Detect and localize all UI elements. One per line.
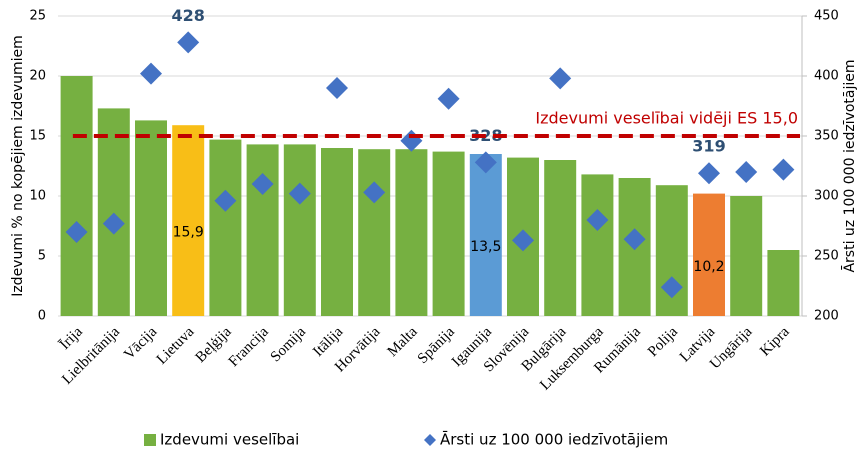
diamond-marker — [65, 221, 88, 243]
y-tick-label: 20 — [29, 69, 46, 84]
marker-value-label: 319 — [692, 137, 725, 156]
bar — [432, 151, 465, 316]
bar — [767, 250, 800, 316]
bar — [283, 144, 316, 316]
diamond-marker — [177, 31, 200, 54]
y2-tick-label: 250 — [814, 249, 839, 264]
y2-tick-label: 400 — [814, 69, 839, 84]
y-tick-label: 10 — [29, 189, 46, 204]
y2-tick-label: 300 — [814, 189, 839, 204]
legend-label: Ārsti uz 100 000 iedzīvotājiem — [440, 431, 668, 449]
diamond-marker — [660, 276, 683, 299]
bar — [97, 108, 130, 317]
x-tick-label: Francija — [226, 324, 272, 370]
x-tick-label: Ungārija — [707, 324, 756, 373]
diamond-marker — [363, 181, 386, 204]
marker-value-label: 428 — [171, 6, 204, 25]
y-tick-label: 5 — [38, 249, 46, 264]
legend-marker — [144, 434, 156, 446]
x-tick-label: Somija — [268, 324, 310, 366]
x-tick-label: Kipra — [757, 324, 793, 360]
bar — [172, 125, 205, 316]
diamond-marker — [549, 67, 572, 90]
diamond-marker — [586, 209, 609, 231]
legend-label: Izdevumi veselībai — [160, 431, 299, 449]
y-axis-label: Izdevumi % no kopējiem izdevumiem — [10, 35, 26, 297]
diamond-marker — [623, 228, 646, 251]
y2-axis-label: Ārsti uz 100 000 iedzīvotājiem — [841, 59, 858, 272]
diamond-marker — [474, 151, 497, 174]
y-tick-label: 15 — [29, 129, 46, 144]
y-tick-label: 25 — [29, 9, 46, 24]
diamond-marker — [437, 87, 460, 110]
bar — [358, 149, 391, 316]
bar — [581, 174, 614, 316]
x-tick-label: Lietuva — [154, 324, 198, 368]
diamond-marker — [288, 182, 311, 205]
x-tick-label: Polija — [645, 324, 681, 360]
diamond-marker — [772, 158, 795, 181]
y2-tick-label: 350 — [814, 129, 839, 144]
reference-line-label: Izdevumi veselībai vidēji ES 15,0 — [535, 109, 798, 128]
bar — [321, 148, 353, 316]
bar — [693, 193, 725, 316]
y2-tick-label: 200 — [814, 309, 839, 324]
bar-value-label: 13,5 — [470, 239, 501, 255]
x-tick-label: Īrija — [57, 324, 86, 353]
bar — [544, 160, 577, 316]
diamond-marker — [140, 62, 162, 85]
bar — [209, 139, 242, 316]
bar — [395, 149, 428, 316]
y-tick-label: 0 — [38, 309, 46, 324]
bar — [469, 154, 502, 316]
diamond-marker — [251, 173, 274, 195]
diamond-marker — [698, 162, 720, 185]
diamond-marker — [512, 229, 534, 252]
diamond-marker — [214, 189, 237, 212]
bar — [135, 120, 167, 317]
bar — [60, 76, 93, 316]
bar-value-label: 15,9 — [173, 225, 204, 241]
y2-tick-label: 450 — [814, 9, 839, 24]
diamond-marker — [102, 212, 125, 235]
legend-marker — [424, 434, 436, 446]
bar — [730, 196, 763, 316]
bar — [246, 144, 279, 316]
diamond-marker — [735, 161, 758, 183]
diamond-marker — [400, 129, 423, 152]
bar-value-label: 10,2 — [693, 259, 724, 275]
diamond-marker — [326, 77, 348, 99]
